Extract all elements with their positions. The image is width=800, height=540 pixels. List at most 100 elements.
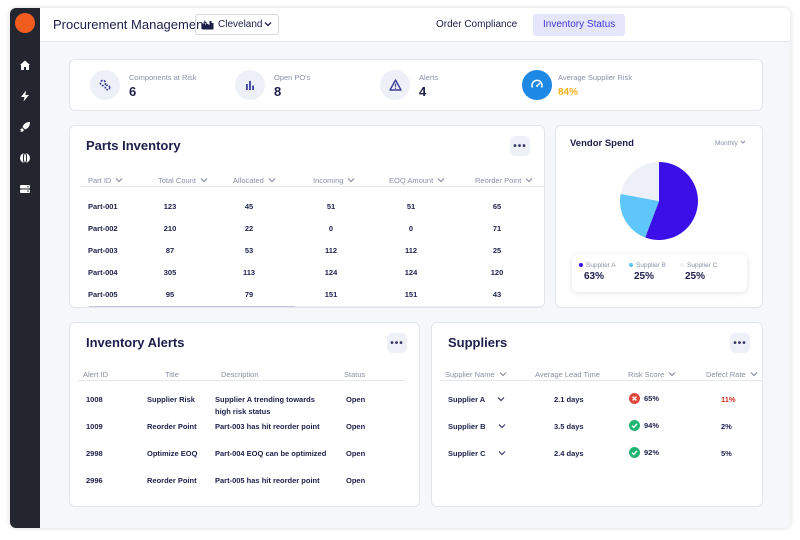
chevron-down-icon	[668, 372, 676, 377]
horizontal-scrollbar[interactable]	[88, 306, 542, 307]
location-select[interactable]: Cleveland	[195, 14, 279, 35]
chevron-down-icon	[268, 178, 276, 183]
column-header: Title	[165, 370, 179, 379]
rocket-icon[interactable]	[18, 120, 32, 134]
defect-rate: 11%	[721, 395, 736, 404]
table-cell: 45	[244, 202, 254, 211]
column-header[interactable]: Allocated	[233, 176, 276, 185]
supplier-name-label: Supplier B	[448, 422, 486, 431]
supplier-name[interactable]: Supplier A	[448, 395, 505, 404]
risk-score: 92%	[629, 447, 659, 458]
table-cell: 210	[163, 224, 177, 233]
alert-title: Supplier Risk	[147, 395, 195, 404]
stat-value-components: 6	[129, 84, 137, 99]
home-icon[interactable]	[18, 58, 32, 72]
column-header-label: Incoming	[313, 176, 344, 185]
alert-description: Supplier A trending towards	[215, 395, 315, 404]
chevron-down-icon	[750, 372, 758, 377]
more-options-button[interactable]: •••	[387, 333, 407, 353]
table-cell: 120	[490, 268, 504, 277]
brand-logo[interactable]	[15, 13, 35, 33]
chevron-down-icon	[497, 397, 505, 402]
table-cell: 112	[404, 246, 418, 255]
pie-slice-supplier-b[interactable]	[620, 193, 659, 238]
period-select[interactable]: Monthly	[715, 139, 746, 147]
alert-title: Optimize EOQ	[147, 449, 198, 458]
chevron-down-icon	[498, 451, 505, 456]
column-header[interactable]: Risk Score	[628, 370, 676, 379]
globe-icon[interactable]	[18, 151, 32, 165]
column-header: Average Lead Time	[535, 370, 600, 379]
pie-slice-supplier-a[interactable]	[645, 162, 698, 240]
vendor-spend-pie-chart	[620, 162, 698, 240]
alert-id: 1008	[86, 395, 103, 404]
chevron-down-icon	[437, 178, 445, 183]
stats-bar: Components at Risk 6 Open PO's 8 Alerts …	[69, 59, 763, 111]
column-header[interactable]: Supplier Name	[445, 370, 507, 379]
table-cell: Part-004	[88, 268, 118, 277]
column-header[interactable]: Defect Rate	[706, 370, 758, 379]
risk-score-value: 94%	[644, 421, 660, 430]
column-header[interactable]: Part ID	[88, 176, 123, 185]
pie-slice-supplier-c[interactable]	[620, 162, 659, 201]
table-cell: 151	[404, 290, 418, 299]
stat-value-open-pos: 8	[274, 84, 282, 99]
alert-status: Open	[346, 422, 366, 431]
top-bar: Procurement Management Cleveland Order C…	[40, 8, 790, 42]
parts-inventory-card: Parts Inventory ••• Part ID Total Count Al…	[69, 125, 545, 308]
column-header[interactable]: Total Count	[158, 176, 208, 185]
inventory-alerts-title: Inventory Alerts	[86, 335, 185, 350]
table-cell: Part-003	[88, 246, 118, 255]
alert-description: Part-004 EOQ can be optimized	[215, 449, 327, 458]
column-header-label: Allocated	[233, 176, 264, 185]
legend-item-supplier-b: Supplier B	[629, 262, 666, 269]
column-header-label: Total Count	[158, 176, 196, 185]
table-cell: 95	[165, 290, 175, 299]
more-options-button[interactable]: •••	[510, 136, 530, 156]
factory-icon	[202, 20, 214, 29]
page-title: Procurement Management	[53, 17, 207, 32]
chevron-down-icon	[740, 140, 745, 144]
column-header-label: EOQ Amount	[389, 176, 434, 185]
alert-title: Reorder Point	[147, 476, 197, 485]
table-cell: 305	[163, 268, 177, 277]
column-header[interactable]: EOQ Amount	[389, 176, 445, 185]
stat-label-supplier-risk: Average Supplier Risk	[558, 73, 633, 82]
risk-score-value: 65%	[644, 394, 660, 403]
table-cell: 113	[242, 268, 256, 277]
supplier-name[interactable]: Supplier C	[448, 449, 506, 458]
tab-order-compliance[interactable]: Order Compliance	[436, 19, 518, 30]
alert-status: Open	[346, 395, 366, 404]
supplier-name[interactable]: Supplier B	[448, 422, 506, 431]
chevron-down-icon	[115, 178, 123, 183]
table-cell: 51	[406, 202, 416, 211]
server-icon[interactable]	[18, 182, 32, 196]
suppliers-card: Suppliers ••• Supplier Name Average Lead …	[431, 322, 763, 507]
warning-icon	[380, 70, 410, 100]
alert-id: 1009	[86, 422, 103, 431]
column-header[interactable]: Reorder Point	[475, 176, 533, 185]
table-cell: 124	[404, 268, 418, 277]
parts-inventory-title: Parts Inventory	[86, 138, 181, 153]
lightning-icon[interactable]	[18, 89, 32, 103]
supplier-name-label: Supplier C	[448, 449, 486, 458]
column-header-label: Supplier Name	[445, 370, 495, 379]
table-cell: 22	[244, 224, 254, 233]
column-header-label: Average Lead Time	[535, 370, 600, 379]
location-value: Cleveland	[218, 19, 263, 30]
table-header-divider	[440, 380, 762, 381]
gears-icon	[90, 70, 120, 100]
column-header[interactable]: Incoming	[313, 176, 355, 185]
legend-value-supplier-a: 63%	[584, 271, 605, 282]
risk-score-value: 92%	[644, 448, 660, 457]
column-header-label: Part ID	[88, 176, 112, 185]
tab-inventory-status[interactable]: Inventory Status	[533, 14, 626, 36]
scrollbar-thumb[interactable]	[88, 306, 296, 307]
more-options-button[interactable]: •••	[730, 333, 750, 353]
stat-value-alerts: 4	[419, 84, 427, 99]
alert-id: 2998	[86, 449, 103, 458]
suppliers-title: Suppliers	[448, 335, 508, 350]
table-cell: 79	[244, 290, 254, 299]
table-cell: 71	[492, 224, 502, 233]
table-cell: 51	[326, 202, 336, 211]
